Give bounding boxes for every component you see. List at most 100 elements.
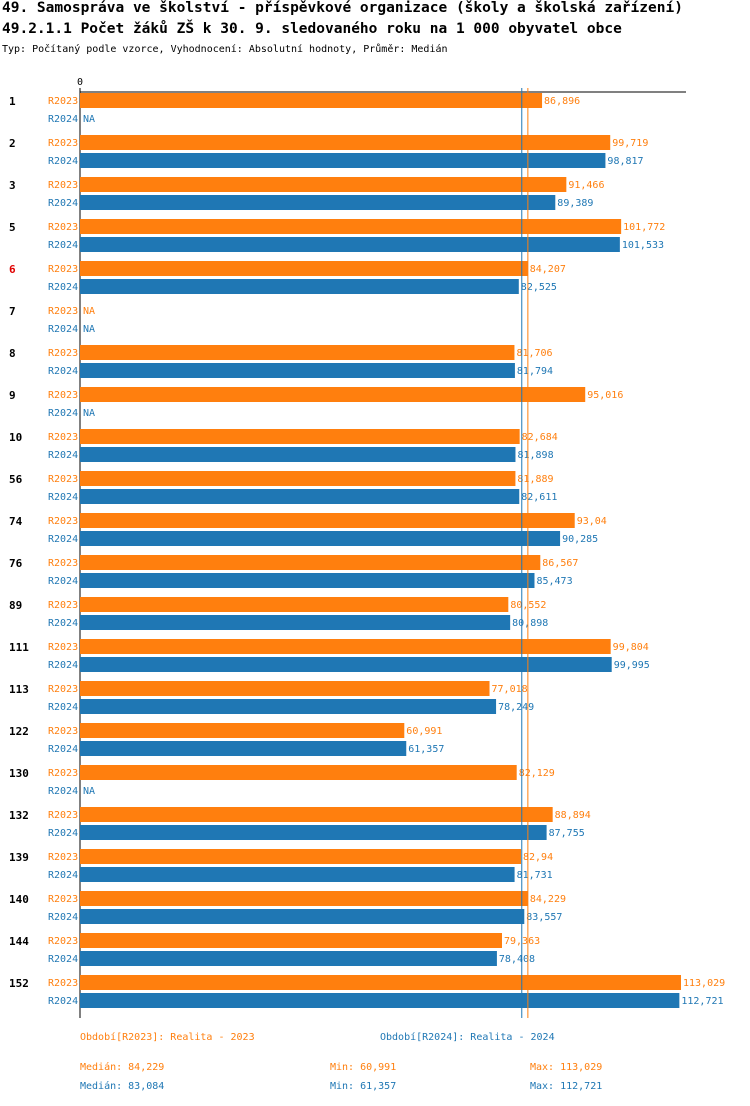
series-label: R2023 xyxy=(48,222,78,233)
category-label: 7 xyxy=(9,305,16,318)
bar xyxy=(80,219,622,234)
bar xyxy=(80,867,515,882)
series-label: R2024 xyxy=(48,240,78,251)
r2023-min-stat: Min: 60,991 xyxy=(330,1062,397,1073)
data-label: 84,229 xyxy=(530,894,566,905)
bar xyxy=(80,849,522,864)
bar xyxy=(80,531,561,546)
data-label: 82,525 xyxy=(521,282,557,293)
data-label: 98,817 xyxy=(607,156,643,167)
series-label: R2024 xyxy=(48,534,78,545)
bar xyxy=(80,153,606,168)
category-label: 5 xyxy=(9,221,16,234)
r2023-max-stat: Max: 113,029 xyxy=(530,1062,603,1073)
category-label: 56 xyxy=(9,473,23,486)
bar xyxy=(80,825,547,840)
data-label: 78,249 xyxy=(498,702,534,713)
bar xyxy=(80,699,497,714)
series-label: R2023 xyxy=(48,684,78,695)
series-label: R2023 xyxy=(48,894,78,905)
bar xyxy=(80,573,535,588)
bar xyxy=(80,681,490,696)
legend-r2023: Období[R2023]: Realita - 2023 xyxy=(80,1032,255,1043)
category-label: 8 xyxy=(9,347,16,360)
bar xyxy=(80,429,520,444)
data-label: 77,018 xyxy=(492,684,528,695)
bar xyxy=(80,555,541,570)
data-label: 86,567 xyxy=(542,558,578,569)
category-label: 2 xyxy=(9,137,16,150)
bar xyxy=(80,177,567,192)
series-label: R2023 xyxy=(48,264,78,275)
series-label: R2023 xyxy=(48,96,78,107)
series-label: R2024 xyxy=(48,576,78,587)
category-label: 3 xyxy=(9,179,16,192)
data-label: 80,898 xyxy=(512,618,548,629)
category-label: 1 xyxy=(9,95,16,108)
bar xyxy=(80,615,511,630)
bar xyxy=(80,93,543,108)
series-label: R2023 xyxy=(48,978,78,989)
bar xyxy=(80,279,519,294)
series-label: R2024 xyxy=(48,198,78,209)
category-label: 140 xyxy=(9,893,29,906)
series-label: R2024 xyxy=(48,408,78,419)
series-label: R2024 xyxy=(48,618,78,629)
bar xyxy=(80,891,528,906)
data-label: 81,794 xyxy=(517,366,553,377)
bar xyxy=(80,951,497,966)
bar xyxy=(80,741,407,756)
bar xyxy=(80,657,612,672)
bar xyxy=(80,489,520,504)
data-label: 84,207 xyxy=(530,264,566,275)
series-label: R2024 xyxy=(48,954,78,965)
r2024-median-stat: Medián: 83,084 xyxy=(80,1081,165,1092)
data-label: 101,533 xyxy=(622,240,664,251)
series-label: R2023 xyxy=(48,558,78,569)
bar xyxy=(80,237,620,252)
data-label: 61,357 xyxy=(408,744,444,755)
series-label: R2023 xyxy=(48,138,78,149)
series-label: R2023 xyxy=(48,516,78,527)
data-label: 99,804 xyxy=(613,642,649,653)
series-label: R2023 xyxy=(48,432,78,443)
series-label: R2024 xyxy=(48,324,78,335)
bar xyxy=(80,261,528,276)
bar xyxy=(80,933,502,948)
series-label: R2024 xyxy=(48,870,78,881)
data-label: 81,731 xyxy=(517,870,553,881)
series-label: R2024 xyxy=(48,366,78,377)
bar xyxy=(80,195,556,210)
bar xyxy=(80,471,516,486)
category-label: 111 xyxy=(9,641,29,654)
bar xyxy=(80,513,575,528)
data-label: 87,755 xyxy=(549,828,585,839)
series-label: R2024 xyxy=(48,492,78,503)
r2024-min-stat: Min: 61,357 xyxy=(330,1081,397,1092)
series-label: R2023 xyxy=(48,390,78,401)
data-label: 99,995 xyxy=(614,660,650,671)
series-label: R2024 xyxy=(48,996,78,1007)
series-label: R2024 xyxy=(48,156,78,167)
series-label: R2024 xyxy=(48,660,78,671)
data-label: 80,552 xyxy=(510,600,546,611)
data-label: 83,557 xyxy=(526,912,562,923)
chart-subtitle: 49.2.1.1 Počet žáků ZŠ k 30. 9. sledovan… xyxy=(2,21,622,37)
series-label: R2023 xyxy=(48,936,78,947)
data-label: 112,721 xyxy=(681,996,723,1007)
na-label: NA xyxy=(83,306,95,317)
series-label: R2024 xyxy=(48,450,78,461)
category-label: 113 xyxy=(9,683,29,696)
chart-title: 49. Samospráva ve školství - příspěvkové… xyxy=(2,0,683,16)
data-label: 93,04 xyxy=(577,516,607,527)
bar xyxy=(80,909,525,924)
series-label: R2023 xyxy=(48,768,78,779)
data-label: 81,889 xyxy=(517,474,553,485)
data-label: 81,898 xyxy=(517,450,553,461)
bar xyxy=(80,135,611,150)
bar xyxy=(80,993,680,1008)
series-label: R2023 xyxy=(48,180,78,191)
data-label: 89,389 xyxy=(557,198,593,209)
series-label: R2024 xyxy=(48,702,78,713)
